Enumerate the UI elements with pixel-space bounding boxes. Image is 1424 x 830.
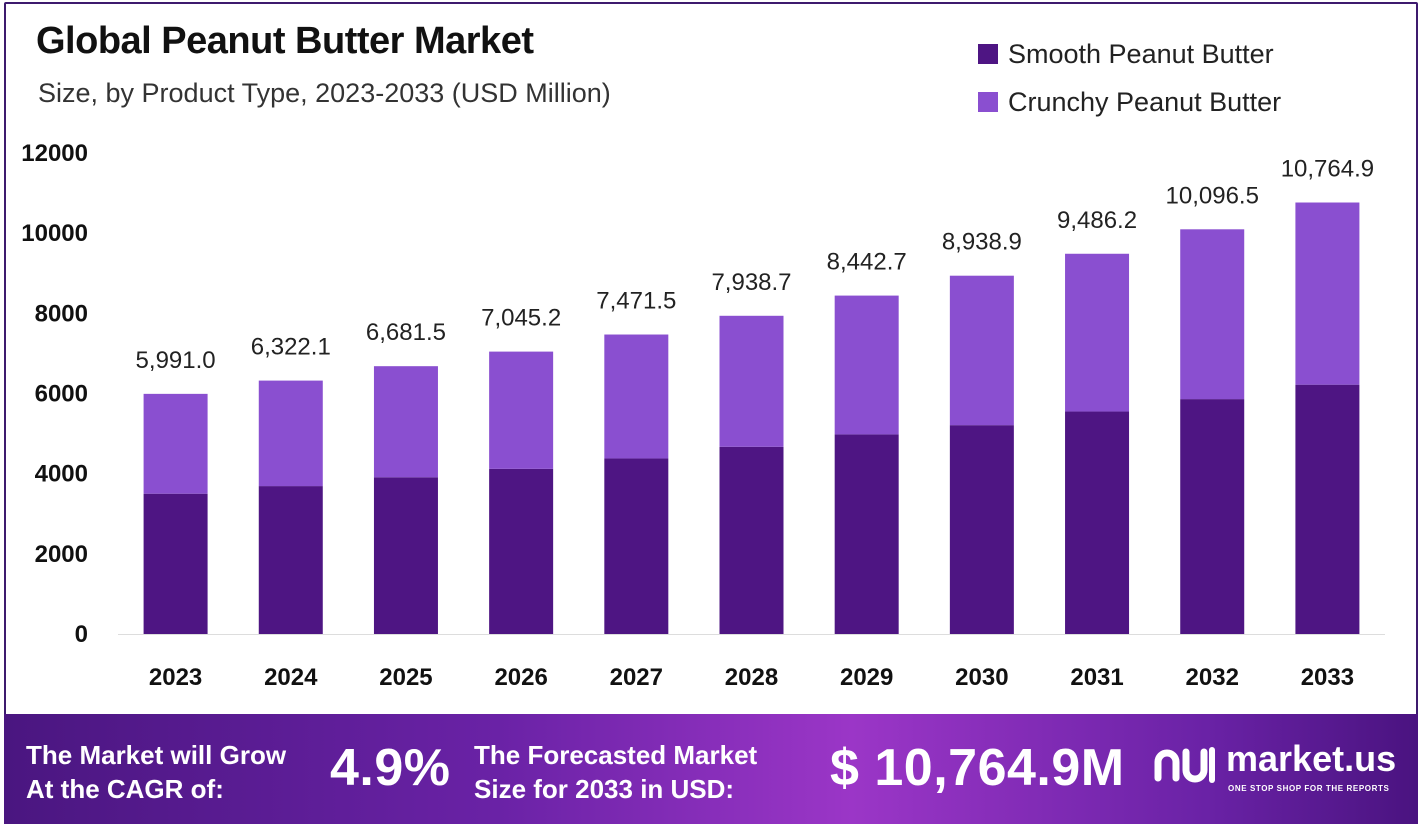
x-tick-label: 2030 [955, 664, 1008, 691]
legend-item-smooth: Smooth Peanut Butter [978, 30, 1281, 78]
bar-smooth [489, 468, 554, 634]
forecast-caption-line1: The Forecasted Market [474, 740, 758, 770]
bar-smooth [143, 493, 208, 634]
bar-smooth [949, 425, 1014, 634]
bar-crunchy [1180, 229, 1245, 400]
bar-smooth [1180, 399, 1245, 634]
cagr-caption-line2: At the CAGR of: [26, 774, 224, 804]
bar-crunchy [949, 275, 1014, 426]
forecast-value: $ 10,764.9M [830, 739, 1125, 797]
x-tick-label: 2032 [1186, 664, 1239, 691]
bar-smooth [719, 446, 784, 634]
bar-crunchy [373, 366, 438, 478]
y-tick-label: 8000 [35, 300, 88, 327]
chart-title: Global Peanut Butter Market [36, 20, 534, 62]
data-label-total: 7,938.7 [711, 269, 791, 296]
bar-crunchy [1065, 253, 1130, 412]
y-tick-label: 4000 [35, 461, 88, 488]
brand-tagline: ONE STOP SHOP FOR THE REPORTS [1228, 784, 1390, 793]
bar-smooth [604, 458, 669, 634]
x-tick-label: 2023 [149, 664, 202, 691]
data-label-total: 7,045.2 [481, 305, 561, 332]
legend: Smooth Peanut Butter Crunchy Peanut Butt… [978, 30, 1281, 126]
bar-smooth [1295, 384, 1360, 634]
x-tick-label: 2024 [264, 664, 318, 691]
data-label-total: 8,938.9 [942, 229, 1022, 256]
cagr-value: 4.9% [330, 739, 451, 797]
legend-label-crunchy: Crunchy Peanut Butter [1008, 86, 1282, 117]
legend-label-smooth: Smooth Peanut Butter [1008, 38, 1274, 69]
bar-smooth [258, 486, 323, 634]
y-tick-label: 0 [75, 621, 88, 648]
bar-crunchy [1295, 202, 1360, 385]
data-label-total: 10,764.9 [1281, 156, 1374, 183]
cagr-caption-line1: The Market will Grow [26, 740, 287, 770]
data-label-total: 6,681.5 [366, 319, 446, 346]
y-tick-label: 12000 [21, 140, 88, 167]
data-label-total: 5,991.0 [136, 347, 216, 374]
bar-crunchy [489, 351, 554, 469]
bar-crunchy [604, 334, 669, 459]
cagr-caption: The Market will Grow At the CAGR of: [26, 738, 286, 806]
x-tick-label: 2029 [840, 664, 893, 691]
x-tick-label: 2025 [379, 664, 432, 691]
bar-crunchy [143, 393, 208, 494]
y-tick-label: 10000 [21, 220, 88, 247]
bar-chart: 0 2000 4000 6000 8000 10000 12000 5,991.0 2023 6,… [21, 140, 1385, 691]
bar-smooth [834, 434, 899, 634]
data-label-total: 6,322.1 [251, 334, 331, 361]
brand-name: market.us [1226, 738, 1397, 779]
data-label-total: 9,486.2 [1057, 207, 1137, 234]
x-tick-label: 2031 [1070, 664, 1123, 691]
legend-swatch-crunchy [978, 92, 998, 112]
bar-smooth [373, 477, 438, 634]
x-tick-label: 2028 [725, 664, 778, 691]
data-label-total: 8,442.7 [827, 249, 907, 276]
bar-smooth [1065, 411, 1130, 634]
x-tick-label: 2026 [494, 664, 547, 691]
bar-crunchy [719, 315, 784, 447]
legend-item-crunchy: Crunchy Peanut Butter [978, 78, 1281, 126]
data-label-total: 10,096.5 [1166, 182, 1259, 209]
bar-crunchy [258, 380, 323, 487]
data-label-total: 7,471.5 [596, 288, 676, 315]
legend-swatch-smooth [978, 44, 998, 64]
forecast-caption: The Forecasted Market Size for 2033 in U… [474, 738, 757, 806]
y-tick-label: 6000 [35, 381, 88, 408]
chart-subtitle: Size, by Product Type, 2023-2033 (USD Mi… [38, 78, 611, 108]
x-tick-label: 2033 [1301, 664, 1354, 691]
x-tick-label: 2027 [610, 664, 663, 691]
forecast-caption-line2: Size for 2033 in USD: [474, 774, 735, 804]
market-us-logo-icon [1154, 747, 1215, 783]
footer-banner: The Market will Grow At the CAGR of: 4.9… [4, 714, 1418, 824]
bar-crunchy [834, 295, 899, 435]
y-tick-label: 2000 [35, 541, 88, 568]
